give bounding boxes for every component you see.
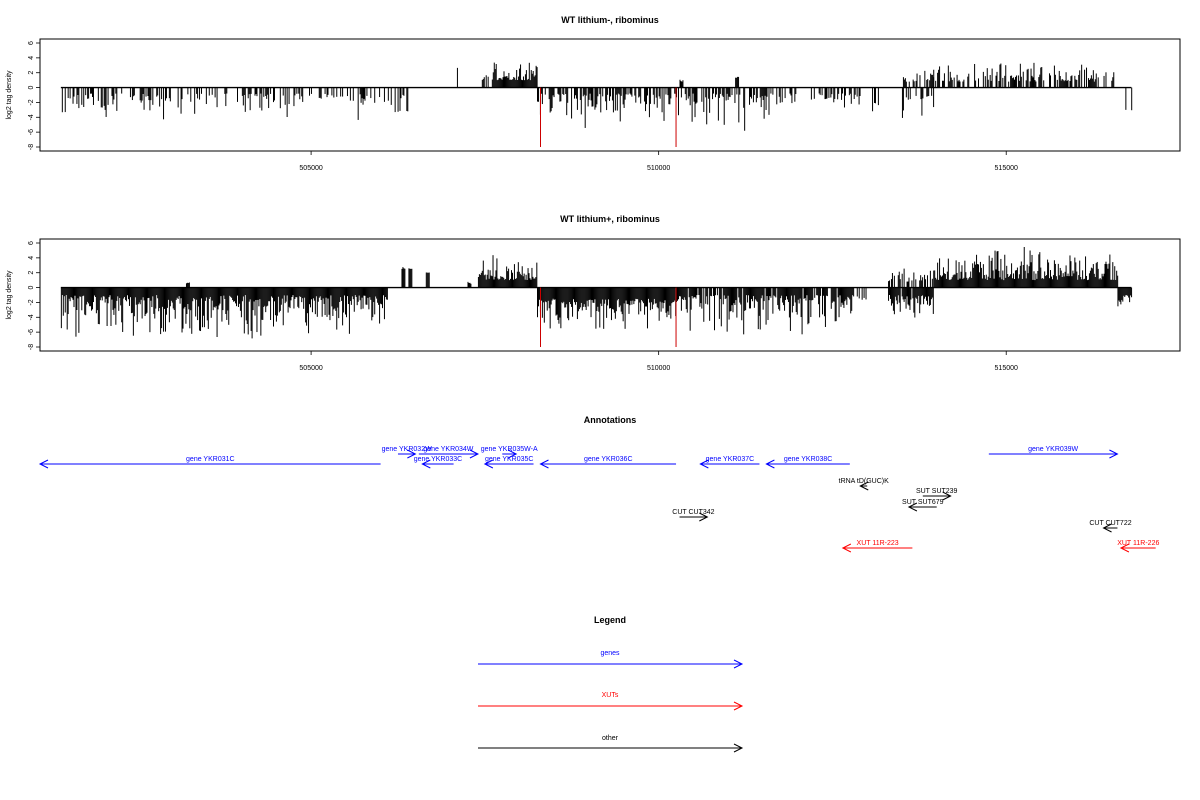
y-tick-label: 4 (28, 256, 35, 260)
feature-arrowhead (539, 459, 549, 469)
plot-frame (39, 38, 1181, 152)
x-tick-label: 515000 (995, 165, 1018, 172)
track-panel-lithium-minus: WT lithium-, ribominus log2 tag density … (6, 15, 1181, 172)
legend-xuts-label: XUTs (602, 692, 619, 699)
feature-label: gene YKR036C (584, 456, 633, 463)
feature-label: gene YKR035W-A (481, 446, 538, 453)
y-axis-label: log2 tag density (6, 70, 13, 120)
y-tick-label: 2 (28, 71, 35, 75)
y-tick-label: 4 (28, 56, 35, 60)
legend-other-label: other (602, 735, 619, 742)
feature-arrowhead (765, 459, 775, 469)
y-tick-label: -4 (28, 314, 35, 320)
feature-arrowhead (699, 512, 709, 522)
x-tick-label: 515000 (995, 365, 1018, 372)
legend-arrowhead (733, 659, 744, 669)
y-tick-label: -2 (28, 99, 35, 105)
feature-arrowhead (1119, 543, 1130, 553)
feature-arrowhead (942, 491, 952, 501)
feature-label: gene YKR032W (382, 446, 432, 453)
legend-arrowhead (733, 701, 744, 711)
feature-arrowhead (699, 459, 709, 469)
track-panel-lithium-plus: WT lithium+, ribominus log2 tag density … (6, 214, 1181, 372)
feature-label: gene YKR033C (414, 456, 463, 463)
feature-label: CUT CUT722 (1089, 520, 1131, 527)
feature-label: tRNA tD(GUC)K (839, 478, 890, 485)
y-tick-label: 6 (28, 241, 35, 245)
feature-label: SUT SUT239 (916, 488, 958, 495)
feature-label: gene YKR039W (1028, 446, 1078, 453)
feature-label: CUT CUT342 (672, 509, 714, 516)
annotations-title: Annotations (584, 415, 637, 425)
feature-arrowhead (469, 449, 480, 459)
feature-arrowhead (483, 459, 494, 469)
feature-label: gene YKR031C (186, 456, 235, 463)
y-tick-label: -6 (28, 329, 35, 335)
bar-series (60, 247, 1133, 339)
feature-arrowhead (859, 481, 869, 491)
legend-panel: Legend genes XUTs other (478, 615, 744, 753)
bar-series (61, 62, 1133, 131)
chart-title: WT lithium+, ribominus (560, 214, 660, 224)
y-tick-label: -8 (28, 344, 35, 350)
y-tick-label: -6 (28, 129, 35, 135)
x-tick-label: 510000 (647, 165, 670, 172)
plot-frame (39, 238, 1181, 352)
y-tick-label: 0 (28, 286, 35, 290)
feature-label: SUT SUT679 (902, 499, 944, 506)
feature-arrowhead (1109, 449, 1119, 459)
y-tick-label: -8 (28, 144, 35, 150)
x-tick-label: 505000 (299, 365, 322, 372)
x-tick-label: 510000 (647, 365, 670, 372)
feature-arrowhead (407, 449, 417, 459)
feature-arrowhead (841, 543, 852, 553)
legend-title: Legend (594, 615, 626, 625)
legend-genes-label: genes (600, 650, 620, 657)
feature-arrowhead (38, 459, 49, 469)
feature-arrowhead (507, 449, 518, 459)
feature-arrowhead (421, 459, 431, 469)
feature-label: XUT 11R-226 (1117, 540, 1159, 547)
feature-label: gene YKR037C (706, 456, 755, 463)
feature-label: gene YKR038C (784, 456, 833, 463)
y-tick-label: 0 (28, 86, 35, 90)
feature-arrowhead (907, 502, 918, 512)
legend-arrowhead (733, 743, 744, 753)
x-tick-label: 505000 (299, 165, 322, 172)
y-tick-label: 6 (28, 41, 35, 45)
y-tick-label: -4 (28, 114, 35, 120)
y-tick-label: -2 (28, 299, 35, 305)
feature-label: gene YKR035C (485, 456, 534, 463)
y-tick-label: 2 (28, 271, 35, 275)
chart-title: WT lithium-, ribominus (561, 15, 659, 25)
feature-label: XUT 11R-223 (857, 540, 899, 547)
feature-arrowhead (1102, 523, 1112, 533)
y-axis-label: log2 tag density (6, 270, 13, 320)
feature-label: gene YKR034W (423, 446, 473, 453)
